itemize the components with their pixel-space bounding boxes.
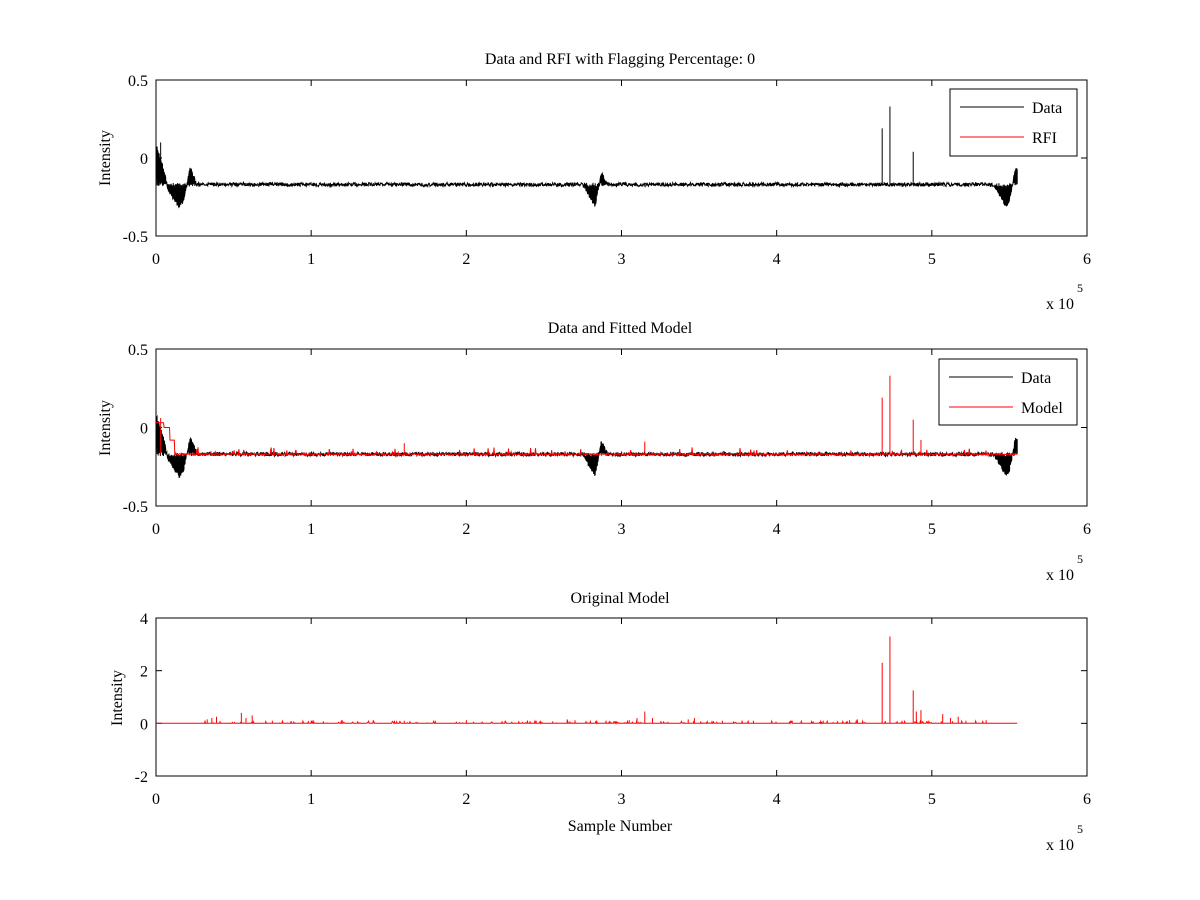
panel-1-title: Data and RFI with Flagging Percentage: 0 [485, 51, 755, 68]
x-tick-label: 1 [307, 521, 315, 538]
x-tick-label: 3 [618, 521, 626, 538]
x-tick-label: 3 [618, 791, 626, 808]
panel-2-x-exponent: x 10 [1046, 567, 1074, 584]
panel-2-title: Data and Fitted Model [548, 320, 693, 337]
series-line-model [156, 422, 1018, 457]
y-tick-label: 2 [140, 664, 148, 681]
x-tick-label: 0 [152, 791, 160, 808]
y-tick-label: 0 [140, 716, 148, 733]
series-line-model [156, 719, 1018, 725]
x-tick-label: 4 [773, 791, 781, 808]
legend-label: Data [1021, 370, 1051, 387]
panel-3-x-exponent: x 10 [1046, 837, 1074, 854]
x-tick-label: 4 [773, 251, 781, 268]
x-tick-label: 2 [462, 521, 470, 538]
y-tick-label: 4 [140, 611, 148, 628]
series-line-data [155, 414, 1018, 479]
y-tick-label: -0.5 [123, 499, 148, 516]
y-tick-label: 0.5 [128, 342, 148, 359]
legend-label: Data [1032, 100, 1062, 117]
x-tick-label: 3 [618, 251, 626, 268]
panel-1-axes-frame [155, 79, 1088, 237]
panel-2: Data and Fitted Model Intensity 0 1 2 3 4 5 6-… [97, 320, 1091, 584]
panel-1-ylabel: Intensity [97, 130, 114, 186]
x-tick-label: 4 [773, 521, 781, 538]
x-tick-label: 6 [1083, 521, 1091, 538]
x-tick-label: 2 [462, 251, 470, 268]
panel-3-x-exponent-power: 5 [1077, 822, 1083, 836]
legend-box [938, 358, 1078, 426]
x-tick-label: 6 [1083, 791, 1091, 808]
panel-3-xlabel: Sample Number [568, 818, 673, 835]
panel-2-ylabel: Intensity [97, 400, 114, 456]
y-tick-label: -0.5 [123, 229, 148, 246]
x-tick-label: 1 [307, 791, 315, 808]
x-tick-label: 6 [1083, 251, 1091, 268]
panel-1: Data and RFI with Flagging Percentage: 0… [97, 51, 1091, 313]
y-tick-label: 0 [140, 421, 148, 438]
x-tick-label: 5 [928, 521, 936, 538]
panel-3-title: Original Model [570, 590, 670, 607]
x-tick-label: 0 [152, 251, 160, 268]
panel-2-x-exponent-power: 5 [1077, 552, 1083, 566]
panel-3-axes-frame [155, 617, 1088, 777]
y-tick-label: 0 [140, 151, 148, 168]
panel-1-x-exponent: x 10 [1046, 296, 1074, 313]
series-line-data [155, 144, 1018, 209]
x-tick-label: 1 [307, 251, 315, 268]
x-tick-label: 5 [928, 251, 936, 268]
x-tick-label: 2 [462, 791, 470, 808]
panel-3-ylabel: Intensity [109, 670, 126, 726]
x-tick-label: 5 [928, 791, 936, 808]
y-tick-label: -2 [135, 769, 148, 786]
y-tick-label: 0.5 [128, 73, 148, 90]
legend-label: Model [1021, 400, 1063, 417]
legend-box [949, 88, 1078, 157]
x-tick-label: 0 [152, 521, 160, 538]
panel-1-x-exponent-power: 5 [1077, 281, 1083, 295]
legend-label: RFI [1032, 130, 1057, 147]
